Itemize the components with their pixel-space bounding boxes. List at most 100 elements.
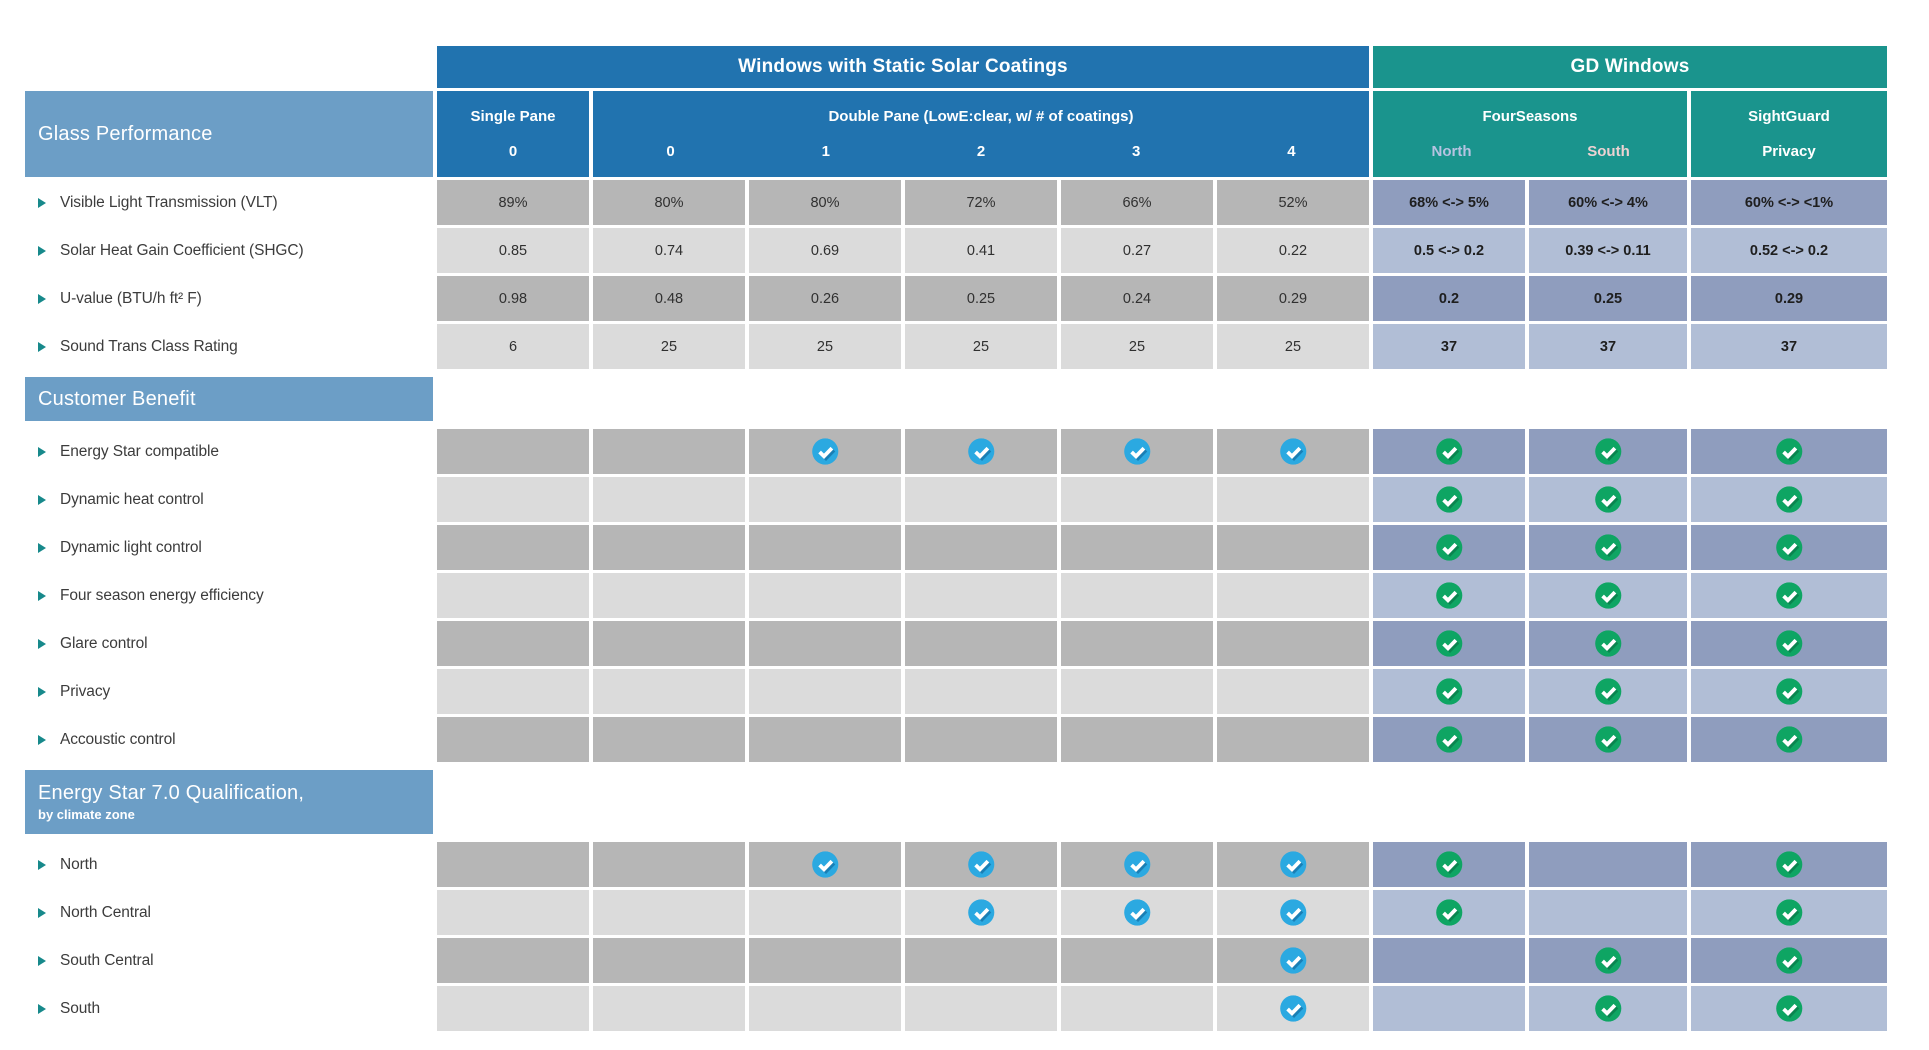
check-cell <box>1217 669 1369 714</box>
value-cell: 0.74 <box>593 228 745 273</box>
check-cell <box>1373 938 1525 983</box>
comparison-table: Windows with Static Solar Coatings GD Wi… <box>25 46 1887 1031</box>
empty-filler <box>1061 770 1213 834</box>
row-label-energy-star-qualification-2: South Central <box>25 938 433 983</box>
single-pane-number: 0 <box>508 142 518 160</box>
check-icon <box>1595 995 1622 1022</box>
check-cell <box>1061 938 1213 983</box>
check-icon <box>1124 851 1151 878</box>
check-cell <box>593 669 745 714</box>
row-label-customer-benefit-0: Energy Star compatible <box>25 429 433 474</box>
check-icon <box>1776 678 1803 705</box>
check-cell <box>1217 573 1369 618</box>
sightguard-privacy-label: Privacy <box>1762 142 1816 160</box>
row-bullet-icon <box>38 638 46 649</box>
check-cell <box>1691 573 1887 618</box>
check-cell <box>1217 717 1369 762</box>
check-cell <box>749 621 901 666</box>
check-cell <box>749 429 901 474</box>
static-coatings-group-header: Windows with Static Solar Coatings <box>437 46 1369 88</box>
check-icon <box>1595 534 1622 561</box>
empty-filler <box>1217 377 1369 421</box>
value-cell: 0.24 <box>1061 276 1213 321</box>
fourseasons-label: FourSeasons <box>1482 108 1578 126</box>
value-cell: 37 <box>1373 324 1525 369</box>
check-icon <box>1436 534 1463 561</box>
single-pane-column-header: Single Pane 0 <box>437 91 589 177</box>
check-cell <box>437 938 589 983</box>
check-icon <box>1124 899 1151 926</box>
row-label-text: North <box>60 855 98 873</box>
check-cell <box>1691 477 1887 522</box>
double-pane-label: Double Pane (LowE:clear, w/ # of coating… <box>828 108 1134 126</box>
check-cell <box>1691 429 1887 474</box>
check-cell <box>437 477 589 522</box>
empty-filler <box>1373 377 1525 421</box>
sightguard-label: SightGuard <box>1748 108 1830 126</box>
empty-filler <box>593 770 745 834</box>
check-cell <box>593 525 745 570</box>
check-cell <box>593 890 745 935</box>
empty-filler <box>905 770 1057 834</box>
row-label-text: North Central <box>60 903 151 921</box>
check-cell <box>1217 621 1369 666</box>
row-bullet-icon <box>38 446 46 457</box>
row-label-text: Sound Trans Class Rating <box>60 337 238 355</box>
row-bullet-icon <box>38 907 46 918</box>
check-icon <box>1124 438 1151 465</box>
section-header-customer-benefit: Customer Benefit <box>25 377 433 421</box>
section-spacer <box>25 372 1887 374</box>
check-icon <box>1280 851 1307 878</box>
check-cell <box>1217 429 1369 474</box>
check-cell <box>1691 621 1887 666</box>
corner-spacer <box>25 46 433 88</box>
empty-filler <box>1061 377 1213 421</box>
check-icon <box>1595 630 1622 657</box>
check-cell <box>1529 477 1687 522</box>
fourseasons-column-header: FourSeasons North South <box>1373 91 1687 177</box>
check-cell <box>1691 525 1887 570</box>
value-cell: 66% <box>1061 180 1213 225</box>
empty-filler <box>1529 770 1687 834</box>
fourseasons-columns: North South <box>1373 143 1687 160</box>
fourseasons-north-label: North <box>1431 142 1472 160</box>
value-cell: 0.69 <box>749 228 901 273</box>
single-pane-label: Single Pane <box>470 108 556 126</box>
value-cell: 25 <box>1061 324 1213 369</box>
row-label-text: Solar Heat Gain Coefficient (SHGC) <box>60 241 304 259</box>
check-cell <box>1217 986 1369 1031</box>
check-icon <box>1776 947 1803 974</box>
check-cell <box>1373 717 1525 762</box>
sightguard-column-header: SightGuard Privacy <box>1691 91 1887 177</box>
check-cell <box>749 717 901 762</box>
check-icon <box>1436 899 1463 926</box>
section-title: Glass Performance <box>38 122 213 145</box>
check-cell <box>1061 717 1213 762</box>
row-label-text: Dynamic light control <box>60 538 202 556</box>
row-bullet-icon <box>38 542 46 553</box>
value-cell: 0.85 <box>437 228 589 273</box>
empty-filler <box>749 770 901 834</box>
check-icon <box>812 438 839 465</box>
check-cell <box>1373 842 1525 887</box>
check-cell <box>437 717 589 762</box>
check-cell <box>1691 890 1887 935</box>
double-pane-number: 2 <box>976 142 986 160</box>
check-cell <box>1061 621 1213 666</box>
row-bullet-icon <box>38 197 46 208</box>
check-cell <box>905 890 1057 935</box>
check-cell <box>749 573 901 618</box>
check-cell <box>905 986 1057 1031</box>
check-cell <box>437 621 589 666</box>
value-cell: 80% <box>749 180 901 225</box>
check-cell <box>905 669 1057 714</box>
value-cell: 0.29 <box>1217 276 1369 321</box>
check-cell <box>593 842 745 887</box>
check-cell <box>905 573 1057 618</box>
row-label-text: Four season energy efficiency <box>60 586 264 604</box>
value-cell: 0.26 <box>749 276 901 321</box>
check-cell <box>1529 842 1687 887</box>
value-cell: 0.29 <box>1691 276 1887 321</box>
value-cell: 25 <box>593 324 745 369</box>
